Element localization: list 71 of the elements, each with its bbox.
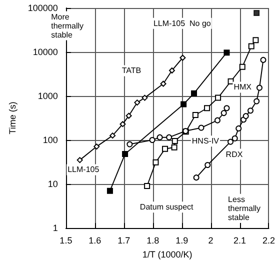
x-tick-label: 1.9 bbox=[176, 236, 188, 246]
point bbox=[215, 94, 222, 101]
x-tick-label: 2.1 bbox=[234, 236, 246, 246]
point bbox=[193, 174, 200, 181]
x-tick-label: 2.2 bbox=[262, 236, 275, 246]
point bbox=[214, 117, 220, 124]
point bbox=[180, 54, 186, 61]
point bbox=[252, 37, 259, 44]
annotation: HNS-IV bbox=[192, 136, 220, 146]
point bbox=[134, 100, 140, 106]
point bbox=[228, 138, 234, 145]
point bbox=[260, 56, 266, 63]
annotation: LLM-105 bbox=[68, 165, 100, 174]
point bbox=[76, 157, 83, 164]
annotation: LLM-105 No go bbox=[153, 18, 212, 28]
point bbox=[224, 105, 230, 112]
x-axis-title: 1/T (1000/K) bbox=[142, 249, 192, 260]
point bbox=[120, 121, 126, 128]
y-axis-title: Time (s) bbox=[8, 102, 18, 134]
point bbox=[160, 80, 166, 87]
point bbox=[228, 78, 234, 84]
point bbox=[220, 110, 227, 116]
point bbox=[156, 134, 163, 140]
point bbox=[106, 188, 113, 194]
y-tick-label: 1000 bbox=[38, 91, 58, 101]
point bbox=[254, 98, 260, 104]
point bbox=[248, 43, 254, 50]
x-tick-label: 1.8 bbox=[146, 236, 160, 246]
y-tick-label: 10 bbox=[48, 179, 58, 189]
point bbox=[236, 125, 242, 132]
x-tick-label: 1.7 bbox=[118, 236, 130, 246]
point bbox=[192, 112, 198, 118]
point bbox=[162, 146, 168, 152]
point bbox=[180, 101, 187, 108]
point bbox=[190, 90, 197, 96]
x-tick-label: 1.5 bbox=[60, 236, 72, 246]
annotation: HMX bbox=[234, 82, 252, 92]
annotation: Less thermally stable bbox=[228, 194, 261, 222]
point bbox=[232, 135, 238, 142]
point bbox=[110, 132, 116, 139]
point bbox=[247, 108, 254, 114]
point bbox=[172, 138, 178, 144]
point bbox=[256, 84, 262, 91]
x-tick-label: 1.6 bbox=[88, 236, 102, 246]
x-tick-label: 2 bbox=[208, 236, 214, 246]
annotation: More thermally stable bbox=[51, 12, 84, 40]
y-tick-label: 100 bbox=[42, 135, 58, 145]
point bbox=[254, 10, 260, 16]
y-tick-label: 100000 bbox=[28, 3, 58, 13]
point bbox=[204, 162, 211, 168]
point bbox=[122, 151, 128, 158]
point bbox=[242, 113, 249, 120]
point bbox=[152, 159, 159, 166]
annotation: Datum suspect bbox=[140, 202, 194, 212]
point bbox=[126, 141, 133, 148]
point bbox=[224, 50, 230, 56]
y-tick-label: 1 bbox=[52, 223, 58, 233]
point bbox=[126, 112, 132, 119]
point bbox=[204, 105, 210, 112]
annotation: RDX bbox=[226, 150, 244, 159]
point bbox=[142, 94, 148, 101]
point bbox=[144, 183, 150, 190]
point bbox=[198, 124, 204, 131]
y-tick-label: 10000 bbox=[32, 47, 58, 57]
point bbox=[166, 134, 172, 140]
point bbox=[171, 144, 178, 150]
point bbox=[94, 144, 100, 150]
point bbox=[168, 67, 175, 74]
annotation: TATB bbox=[122, 66, 142, 76]
point bbox=[239, 64, 246, 70]
point bbox=[149, 137, 156, 143]
